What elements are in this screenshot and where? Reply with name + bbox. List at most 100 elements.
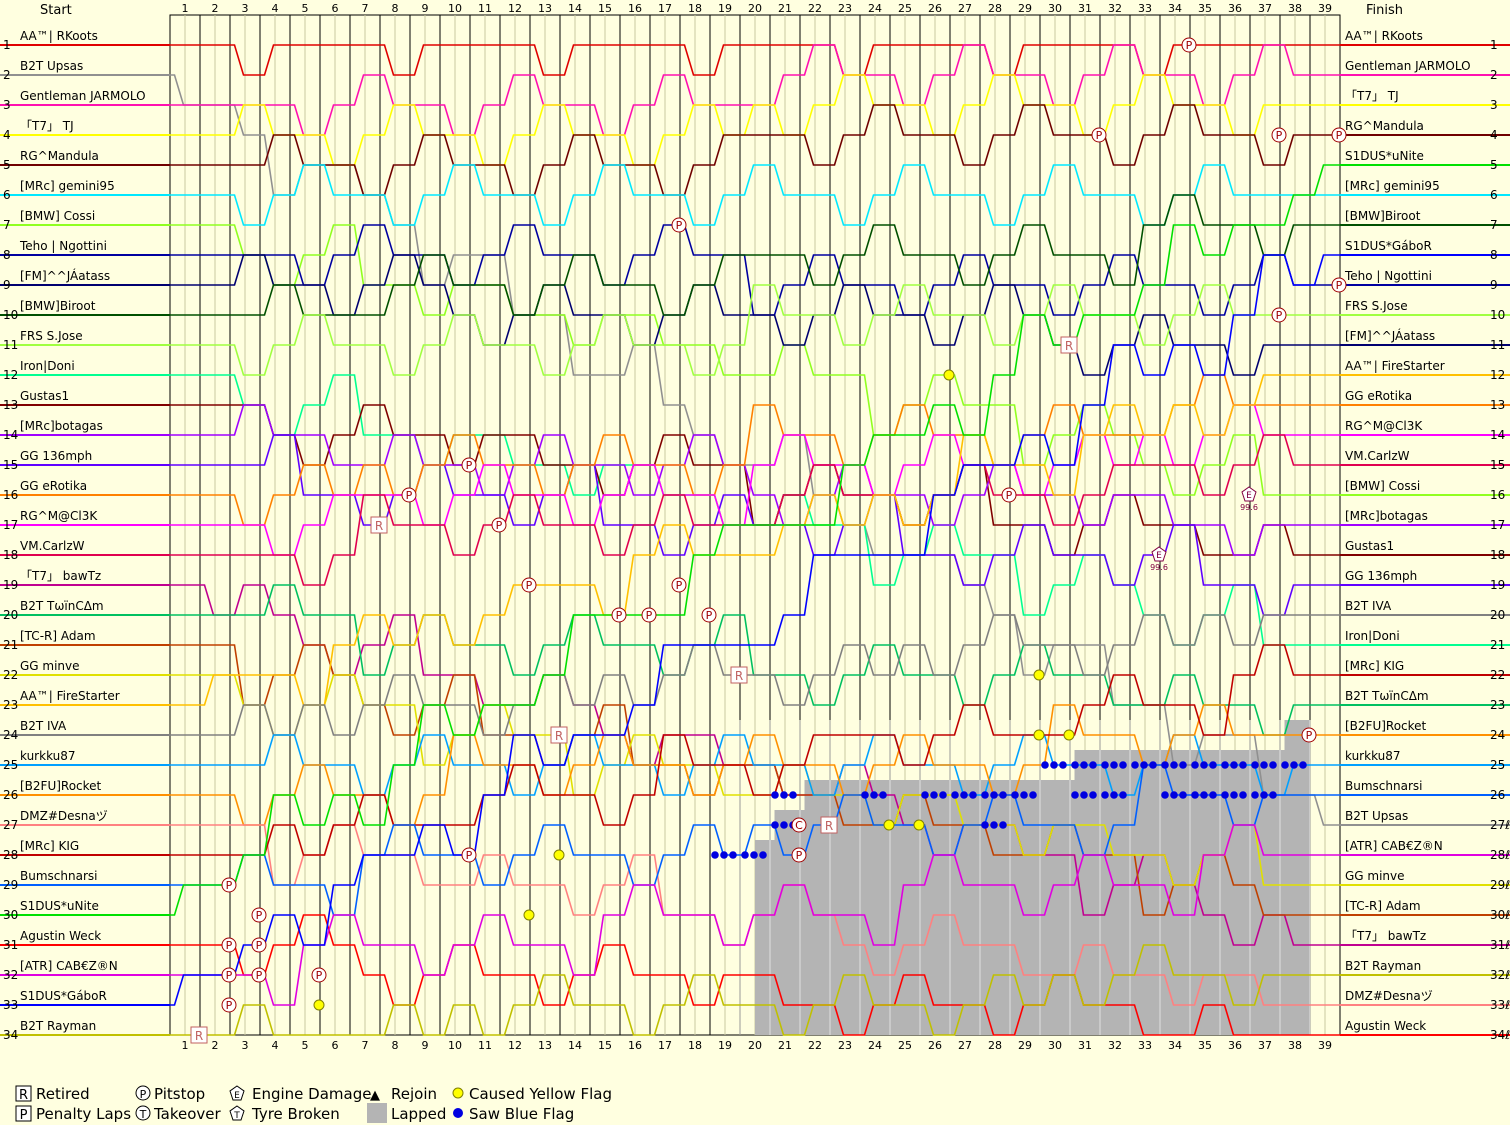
lap-tick-label-bottom: 6 <box>332 1039 339 1052</box>
lap-tick-label-bottom: 14 <box>568 1039 582 1052</box>
blue-flag-dot <box>1071 761 1079 769</box>
finish-driver-label: Agustin Weck <box>1345 1019 1426 1033</box>
driver-trace <box>170 224 1340 316</box>
finish-position-number: 4 <box>1490 128 1498 142</box>
finish-driver-label: GG minve <box>1345 869 1405 883</box>
lap-tick-label-top: 17 <box>658 2 672 15</box>
blue-flag-dot <box>1119 791 1127 799</box>
svg-text:Pitstop: Pitstop <box>154 1085 205 1103</box>
finish-driver-label: AA™| FireStarter <box>1345 359 1445 373</box>
pitstop-marker-label: P <box>226 879 233 892</box>
pitstop-marker-label: P <box>616 609 623 622</box>
blue-flag-dot <box>1029 791 1037 799</box>
lap-tick-label-bottom: 11 <box>478 1039 492 1052</box>
retired-marker-label: R <box>195 1029 203 1043</box>
start-position-number: 14 <box>3 428 18 442</box>
finish-driver-label: GG 136mph <box>1345 569 1417 583</box>
retired-icon: R <box>19 1088 28 1103</box>
blue-flag-dot <box>1239 761 1247 769</box>
start-driver-label: kurkku87 <box>20 749 76 763</box>
driver-trace <box>170 404 1340 556</box>
start-driver-label: [MRc]botagas <box>20 419 103 433</box>
finish-driver-label: Iron|Doni <box>1345 629 1400 643</box>
start-position-number: 32 <box>3 968 18 982</box>
finish-position-number: 27ℓ <box>1490 818 1510 832</box>
lap-tick-label-top: 35 <box>1198 2 1212 15</box>
pitstop-marker-label: P <box>406 489 413 502</box>
lap-tick-label-bottom: 38 <box>1288 1039 1302 1052</box>
engine-damage-marker <box>1151 546 1167 562</box>
finish-position-number: 34ℓ <box>1490 1028 1510 1042</box>
blue-flag-dot <box>1089 791 1097 799</box>
lap-tick-label-top: 37 <box>1258 2 1272 15</box>
finish-driver-label: 「T7」 TJ <box>1345 89 1399 103</box>
blue-flag-dot <box>921 791 929 799</box>
blue-flag-dot <box>1170 761 1178 769</box>
driver-trace <box>170 404 1340 556</box>
legend-item-yellow: Caused Yellow Flag <box>452 1085 612 1103</box>
start-position-number: 10 <box>3 308 18 322</box>
pitstop-marker <box>491 517 507 533</box>
pitstop-marker <box>251 907 267 923</box>
pitstop-marker-label: P <box>496 519 503 532</box>
blue-flag-dot <box>1140 761 1148 769</box>
blue-flag-dot <box>771 791 779 799</box>
yellow-flag-marker <box>523 909 535 921</box>
lap-tick-label-bottom: 39 <box>1318 1039 1332 1052</box>
start-driver-label: GG 136mph <box>20 449 92 463</box>
blue-flag-dot <box>729 851 737 859</box>
finish-position-number: 10 <box>1490 308 1505 322</box>
start-driver-label: Teho | Ngottini <box>19 239 107 253</box>
finish-driver-label: [TC-R] Adam <box>1345 899 1421 913</box>
lap-tick-label-bottom: 3 <box>242 1039 249 1052</box>
blue-flag-dot <box>1269 761 1277 769</box>
start-driver-label: DMZ#Desnaヅ <box>20 809 108 823</box>
finish-driver-label: FRS S.Jose <box>1345 299 1408 313</box>
blue-flag-dot <box>981 821 989 829</box>
pitstop-marker <box>671 577 687 593</box>
start-driver-label: B2T Upsas <box>20 59 83 73</box>
lap-tick-label-bottom: 10 <box>448 1039 462 1052</box>
pitstop-marker <box>1181 37 1197 53</box>
legend-item-engine: E Engine Damage <box>229 1085 371 1103</box>
start-driver-label: Agustin Weck <box>20 929 101 943</box>
lap-tick-label-top: 21 <box>778 2 792 15</box>
blue-flag-dot <box>1179 761 1187 769</box>
blue-flag-dot <box>999 821 1007 829</box>
start-position-number: 19 <box>3 578 18 592</box>
svg-text:Engine Damage: Engine Damage <box>252 1085 371 1103</box>
lap-tick-label-bottom: 17 <box>658 1039 672 1052</box>
retired-marker-label: R <box>1065 339 1073 353</box>
blue-flag-dot <box>1149 761 1157 769</box>
blue-flag-dot <box>1209 791 1217 799</box>
pitstop-marker <box>401 487 417 503</box>
lap-tick-label-bottom: 2 <box>212 1039 219 1052</box>
pitstop-marker <box>521 577 537 593</box>
position-lines <box>0 44 1510 1036</box>
start-position-number: 31 <box>3 938 18 952</box>
rejoin-icon: ▲ <box>370 1088 380 1103</box>
start-driver-label: S1DUS*GáboR <box>20 989 107 1003</box>
driver-trace <box>170 374 1340 526</box>
engine-damage-icon: E <box>234 1091 240 1101</box>
lap-tick-label-bottom: 29 <box>1018 1039 1032 1052</box>
yellow-flag-marker <box>913 819 925 831</box>
start-position-number: 16 <box>3 488 18 502</box>
finish-driver-label: [B2FU]Rocket <box>1345 719 1427 733</box>
blue-flag-dot <box>789 791 797 799</box>
finish-position-number: 1 <box>1490 38 1498 52</box>
lap-tick-label-bottom: 13 <box>538 1039 552 1052</box>
lap-tick-label-bottom: 27 <box>958 1039 972 1052</box>
finish-driver-label: [BMW] Cossi <box>1345 479 1420 493</box>
lap-tick-label-top: 30 <box>1048 2 1062 15</box>
blue-flag-dot <box>969 791 977 799</box>
finish-driver-label: [MRc]botagas <box>1345 509 1428 523</box>
blue-flag-dot <box>990 821 998 829</box>
blue-flag-dot <box>1020 791 1028 799</box>
finish-position-number: 20 <box>1490 608 1505 622</box>
start-driver-label: B2T TωïnCΔm <box>20 599 104 613</box>
pitstop-marker <box>1091 127 1107 143</box>
retired-marker <box>1060 336 1078 354</box>
blue-flag-dot <box>1191 791 1199 799</box>
start-position-number: 20 <box>3 608 18 622</box>
